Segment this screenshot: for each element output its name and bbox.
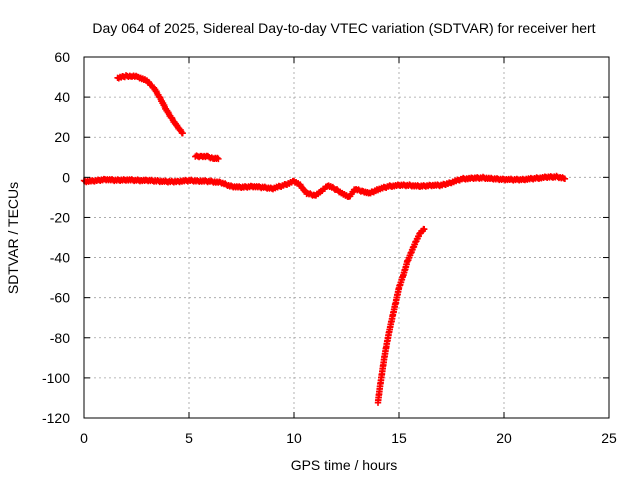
- x-tick-label: 25: [601, 430, 617, 446]
- series-3: [374, 225, 428, 406]
- y-tick-label: -60: [50, 290, 70, 306]
- x-tick-labels: 0 5 10 15 20 25: [80, 430, 617, 446]
- y-tick-label: -80: [50, 330, 70, 346]
- data-point: [561, 175, 569, 183]
- x-tick-label: 0: [80, 430, 88, 446]
- x-tick-label: 10: [286, 430, 302, 446]
- data-point: [421, 226, 428, 233]
- grid: [84, 57, 609, 418]
- series-1: [114, 72, 186, 137]
- y-tick-label: 20: [54, 129, 70, 145]
- data-point: [215, 155, 222, 163]
- x-tick-label: 15: [391, 430, 407, 446]
- axis-ticks: [83, 56, 610, 419]
- data-point: [214, 154, 221, 162]
- y-tick-label: -120: [42, 410, 70, 426]
- y-tick-labels: -120 -100 -80 -60 -40 -20 0 20 40 60: [42, 49, 70, 426]
- y-axis-label: SDTVAR / TECUs: [5, 182, 21, 294]
- x-axis-label: GPS time / hours: [291, 457, 398, 473]
- series-0: [80, 172, 569, 200]
- y-tick-label: 60: [54, 49, 70, 65]
- y-tick-label: 40: [54, 89, 70, 105]
- data-marks: [80, 72, 569, 406]
- x-tick-label: 20: [496, 430, 512, 446]
- y-tick-label: 0: [62, 169, 70, 185]
- series-2: [192, 152, 222, 163]
- y-tick-label: -100: [42, 370, 70, 386]
- y-tick-label: -20: [50, 209, 70, 225]
- data-point: [179, 130, 186, 137]
- x-tick-label: 5: [185, 430, 193, 446]
- chart-title: Day 064 of 2025, Sidereal Day-to-day VTE…: [92, 20, 595, 36]
- plot-frame: [83, 56, 610, 419]
- y-tick-label: -40: [50, 250, 70, 266]
